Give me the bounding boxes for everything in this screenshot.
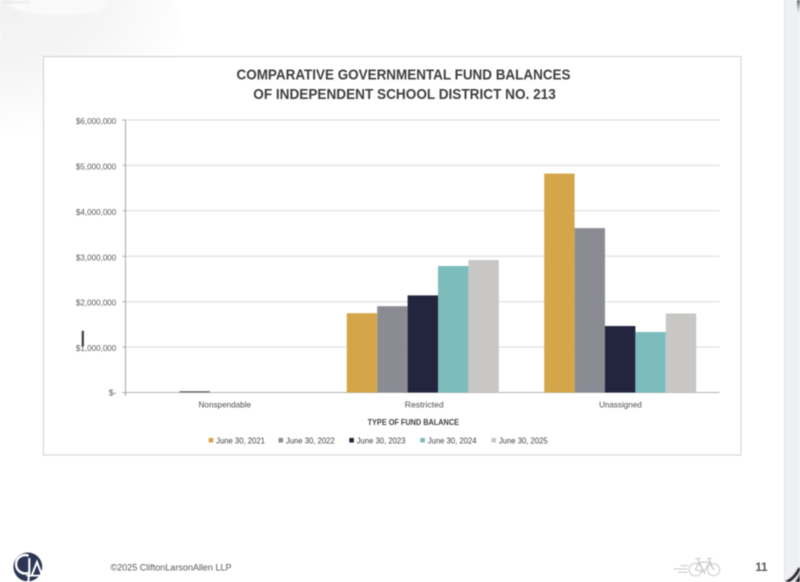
svg-text:$5,000,000: $5,000,000	[76, 161, 117, 171]
svg-text:COMPARATIVE GOVERNMENTAL FUND: COMPARATIVE GOVERNMENTAL FUND BALANCES	[237, 67, 571, 84]
svg-text:June 30, 2023: June 30, 2023	[357, 436, 406, 446]
svg-text:Nonspendable: Nonspendable	[199, 399, 252, 409]
svg-text:$3,000,000: $3,000,000	[76, 252, 117, 262]
svg-text:$4,000,000: $4,000,000	[76, 207, 117, 217]
svg-text:TYPE OF FUND BALANCE: TYPE OF FUND BALANCE	[368, 417, 460, 427]
svg-text:©2025 CliftonLarsonAllen LLP: ©2025 CliftonLarsonAllen LLP	[111, 563, 232, 573]
svg-text:Unassigned: Unassigned	[599, 399, 642, 409]
svg-text:11: 11	[755, 562, 768, 574]
svg-text:June 30, 2024: June 30, 2024	[428, 436, 477, 446]
svg-text:June 30, 2025: June 30, 2025	[499, 436, 548, 446]
svg-text:OF INDEPENDENT SCHOOL DISTRICT: OF INDEPENDENT SCHOOL DISTRICT NO. 213	[253, 86, 556, 103]
svg-text:June 30, 2022: June 30, 2022	[286, 436, 335, 446]
svg-text:$6,000,000: $6,000,000	[76, 116, 117, 126]
svg-text:$2,000,000: $2,000,000	[76, 298, 117, 308]
svg-text:$1,000,000: $1,000,000	[76, 343, 117, 353]
svg-text:Restricted: Restricted	[405, 399, 444, 409]
svg-text:June 30, 2021: June 30, 2021	[216, 436, 265, 446]
svg-text:$-: $-	[109, 388, 117, 398]
